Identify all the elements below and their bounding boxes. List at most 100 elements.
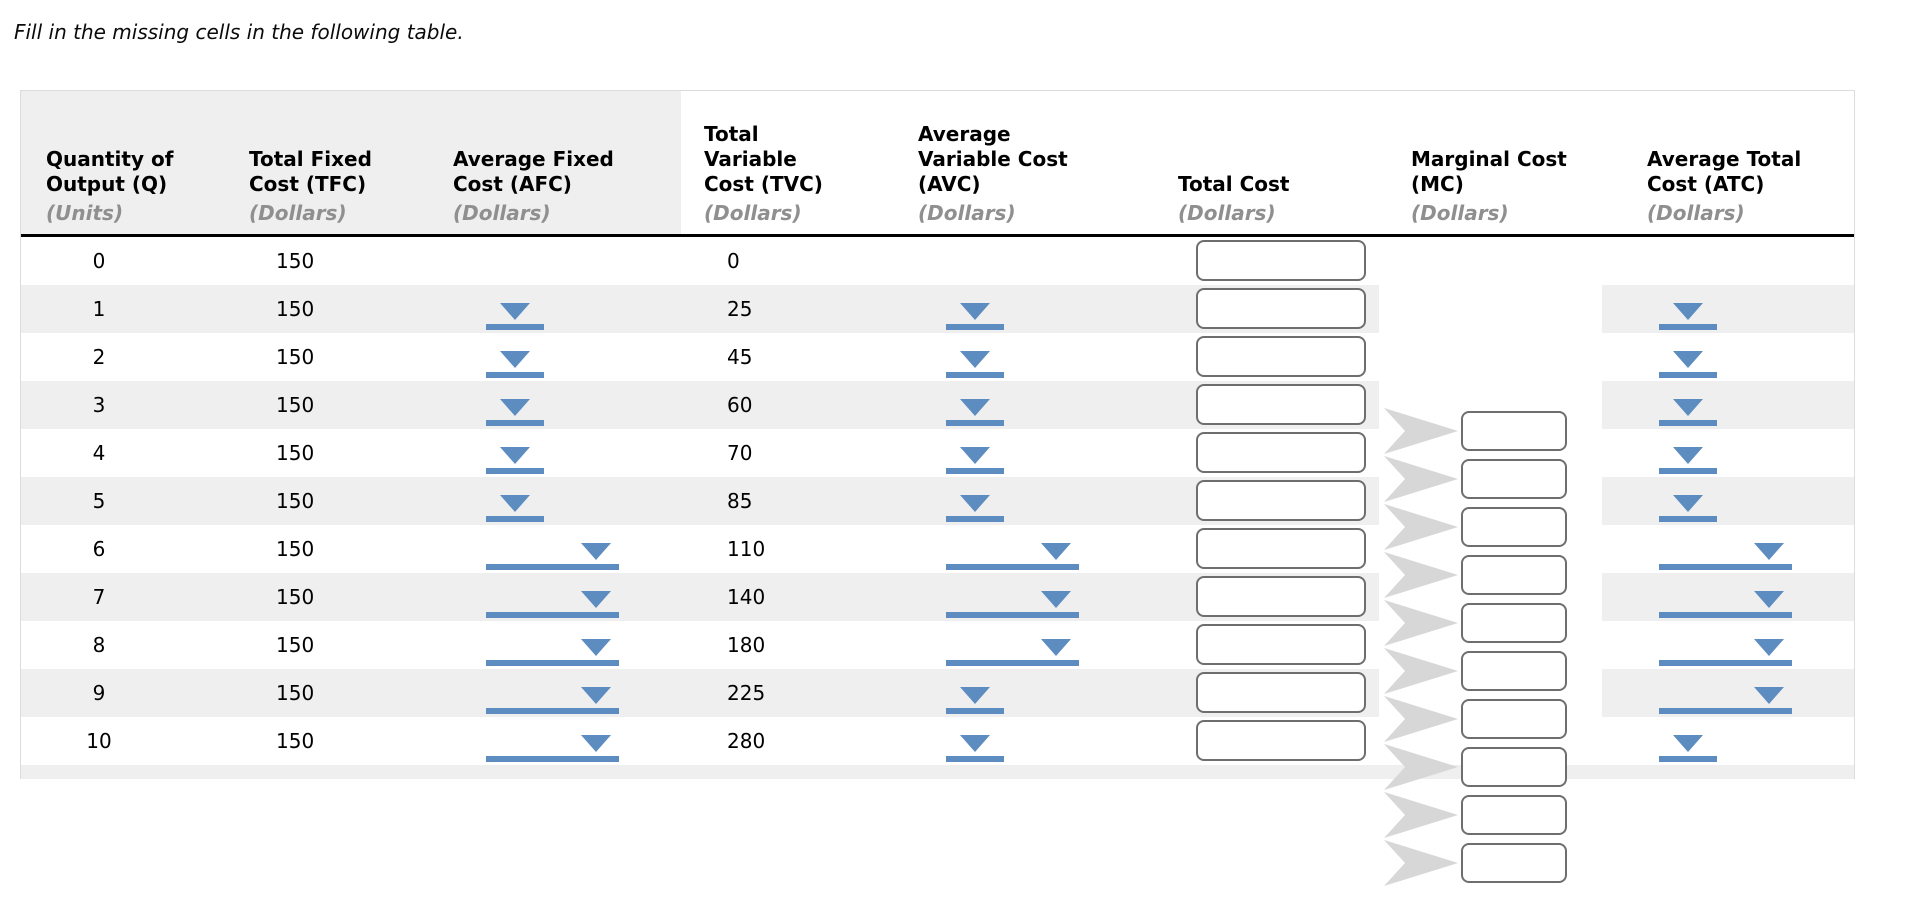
column-unit: (Dollars) (704, 201, 802, 225)
table-row: 0 150 0 (21, 237, 1854, 285)
afc-select[interactable] (486, 725, 619, 762)
atc-select[interactable] (1659, 581, 1792, 618)
column-label: Quantity of Output (Q) (46, 147, 174, 196)
total-cost-input[interactable] (1196, 432, 1366, 473)
tfc-cell: 150 (276, 585, 315, 609)
row-stripe (1602, 333, 1854, 381)
avc-select[interactable] (946, 581, 1079, 618)
tvc-cell: 110 (727, 537, 766, 561)
mc-chevron-icon (1384, 552, 1458, 598)
total-cost-input[interactable] (1196, 576, 1366, 617)
atc-select[interactable] (1659, 677, 1792, 714)
avc-select[interactable] (946, 293, 1004, 330)
tfc-cell: 150 (276, 249, 315, 273)
afc-select[interactable] (486, 677, 619, 714)
dropdown-triangle-icon (1754, 687, 1784, 704)
row-stripe (21, 717, 1379, 765)
mc-input[interactable] (1461, 699, 1567, 739)
atc-select[interactable] (1659, 341, 1717, 378)
row-stripe (21, 477, 1379, 525)
mc-input[interactable] (1461, 795, 1567, 835)
mc-input[interactable] (1461, 555, 1567, 595)
avc-select[interactable] (946, 725, 1004, 762)
dropdown-triangle-icon (1754, 543, 1784, 560)
afc-select[interactable] (486, 485, 544, 522)
total-cost-input[interactable] (1196, 624, 1366, 665)
mc-chevron-icon (1384, 600, 1458, 646)
total-cost-input[interactable] (1196, 480, 1366, 521)
afc-select[interactable] (486, 533, 619, 570)
afc-select[interactable] (486, 581, 619, 618)
mc-input[interactable] (1461, 651, 1567, 691)
tvc-cell: 25 (727, 297, 753, 321)
tfc-cell: 150 (276, 345, 315, 369)
avc-select[interactable] (946, 629, 1079, 666)
total-cost-input[interactable] (1196, 384, 1366, 425)
avc-select[interactable] (946, 437, 1004, 474)
row-stripe (1602, 717, 1854, 765)
avc-select[interactable] (946, 485, 1004, 522)
atc-select[interactable] (1659, 485, 1717, 522)
dropdown-triangle-icon (1754, 591, 1784, 608)
atc-select[interactable] (1659, 293, 1717, 330)
table-row: 3 150 60 (21, 381, 1854, 429)
mc-input[interactable] (1461, 747, 1567, 787)
total-cost-input[interactable] (1196, 672, 1366, 713)
column-unit: (Dollars) (1178, 201, 1276, 225)
mc-input[interactable] (1461, 603, 1567, 643)
mc-input[interactable] (1461, 459, 1567, 499)
mc-chevron-icon (1384, 696, 1458, 742)
afc-select[interactable] (486, 629, 619, 666)
mc-chevron-icon (1384, 408, 1458, 454)
row-stripe (21, 429, 1379, 477)
avc-select[interactable] (946, 677, 1004, 714)
avc-select[interactable] (946, 389, 1004, 426)
quantity-cell: 3 (92, 393, 106, 417)
quantity-cell: 8 (92, 633, 106, 657)
afc-select[interactable] (486, 389, 544, 426)
total-cost-input[interactable] (1196, 720, 1366, 761)
dropdown-triangle-icon (500, 447, 530, 464)
dropdown-triangle-icon (960, 735, 990, 752)
atc-select[interactable] (1659, 389, 1717, 426)
tfc-cell: 150 (276, 393, 315, 417)
column-unit: (Dollars) (1647, 201, 1745, 225)
atc-select[interactable] (1659, 725, 1717, 762)
afc-select[interactable] (486, 293, 544, 330)
mc-input[interactable] (1461, 411, 1567, 451)
total-cost-input[interactable] (1196, 336, 1366, 377)
afc-select[interactable] (486, 341, 544, 378)
avc-select[interactable] (946, 533, 1079, 570)
mc-chevron-icon (1384, 840, 1458, 886)
page-title: Fill in the missing cells in the followi… (14, 20, 464, 44)
dropdown-triangle-icon (1673, 399, 1703, 416)
row-stripe (21, 573, 1379, 621)
tfc-cell: 150 (276, 537, 315, 561)
atc-select[interactable] (1659, 629, 1792, 666)
table-row: 7 150 140 (21, 573, 1854, 621)
quantity-cell: 5 (92, 489, 106, 513)
afc-select[interactable] (486, 437, 544, 474)
column-header-atc: Average Total Cost (ATC) (Dollars) (1647, 147, 1801, 234)
column-header-mc: Marginal Cost (MC) (Dollars) (1411, 147, 1567, 234)
mc-input[interactable] (1461, 843, 1567, 883)
tvc-cell: 140 (727, 585, 766, 609)
table-row: 10 150 280 (21, 717, 1854, 765)
mc-chevron-icon (1384, 504, 1458, 550)
row-stripe (1602, 429, 1854, 477)
row-stripe (1602, 285, 1854, 333)
atc-select[interactable] (1659, 437, 1717, 474)
tvc-cell: 60 (727, 393, 753, 417)
tvc-cell: 0 (727, 249, 740, 273)
table-bottom-strip (21, 765, 1854, 779)
total-cost-input[interactable] (1196, 240, 1366, 281)
row-stripe (21, 525, 1379, 573)
column-label: Total Fixed Cost (TFC) (249, 147, 372, 196)
atc-select[interactable] (1659, 533, 1792, 570)
total-cost-input[interactable] (1196, 288, 1366, 329)
tfc-cell: 150 (276, 297, 315, 321)
total-cost-input[interactable] (1196, 528, 1366, 569)
avc-select[interactable] (946, 341, 1004, 378)
mc-input[interactable] (1461, 507, 1567, 547)
tfc-cell: 150 (276, 441, 315, 465)
